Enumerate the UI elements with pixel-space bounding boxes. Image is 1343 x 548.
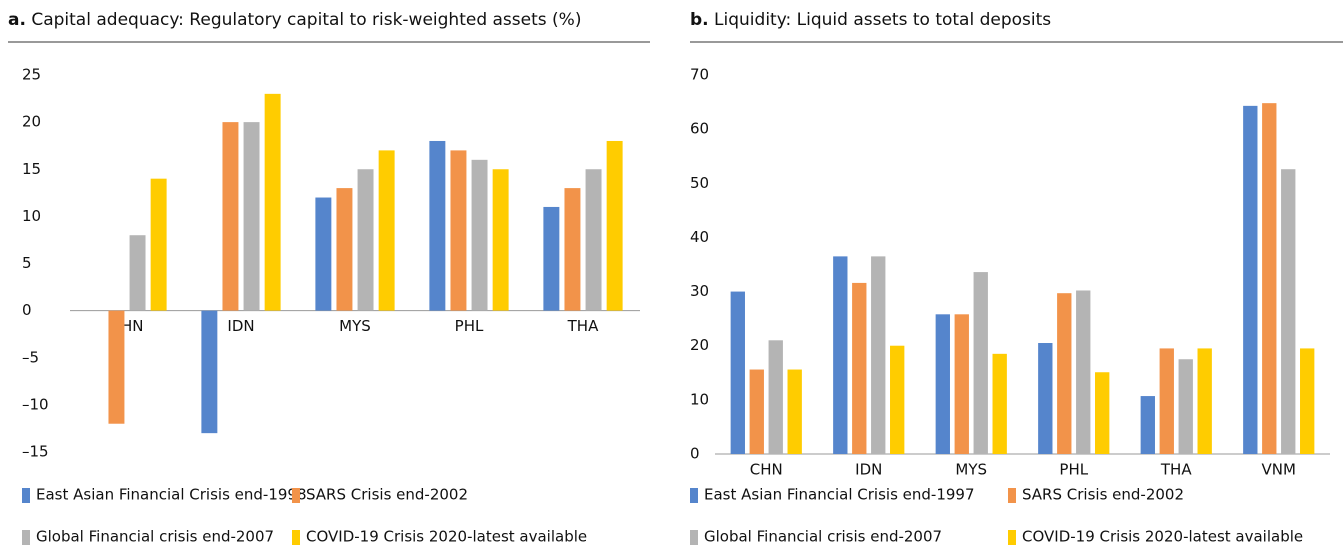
bar xyxy=(1281,169,1296,455)
legend-label: Global Financial crisis end-2007 xyxy=(36,528,274,546)
bar xyxy=(1095,372,1110,454)
bar xyxy=(1262,103,1277,454)
bar xyxy=(973,272,988,454)
bar xyxy=(150,178,167,311)
bar xyxy=(429,140,446,311)
bar xyxy=(935,314,950,454)
bar xyxy=(787,369,802,454)
legend-label: Global Financial crisis end-2007 xyxy=(704,528,942,546)
bar xyxy=(1057,293,1072,454)
x-tick-label: IDN xyxy=(855,461,882,479)
title-text: Capital adequacy: Regulatory capital to … xyxy=(31,10,581,30)
y-tick-label: 25 xyxy=(22,66,41,84)
y-tick-label: 20 xyxy=(22,113,41,131)
legend-swatch xyxy=(292,530,300,545)
bar xyxy=(1243,105,1258,455)
bar xyxy=(108,310,125,424)
y-tick-label: 20 xyxy=(690,336,709,354)
legend-label: COVID-19 Crisis 2020-latest available xyxy=(1022,528,1303,546)
bar xyxy=(450,150,467,311)
bar xyxy=(471,159,488,311)
bar xyxy=(336,188,353,311)
legend-label: SARS Crisis end-2002 xyxy=(306,486,468,504)
y-tick-label: 40 xyxy=(690,228,709,246)
y-tick-label: 50 xyxy=(690,174,709,192)
bar xyxy=(585,169,602,311)
bar xyxy=(543,206,560,311)
y-tick-label: –5 xyxy=(22,348,39,366)
bar xyxy=(954,314,969,454)
bar xyxy=(222,122,239,311)
legend-swatch xyxy=(22,488,30,503)
y-tick-label: 60 xyxy=(690,120,709,138)
legend-swatch xyxy=(690,530,698,545)
bar xyxy=(564,188,581,311)
x-tick-label: IDN xyxy=(227,317,254,335)
bar xyxy=(1076,290,1091,454)
legend-swatch xyxy=(1008,488,1016,503)
y-tick-label: –10 xyxy=(22,395,49,413)
bar xyxy=(1140,396,1155,454)
bar xyxy=(1197,348,1212,454)
bar xyxy=(852,282,867,454)
panel-label: b. xyxy=(690,10,709,30)
y-tick-label: 30 xyxy=(690,282,709,300)
legend-label: East Asian Financial Crisis end-1998 xyxy=(36,486,307,504)
bar xyxy=(992,353,1007,454)
x-tick-label: THA xyxy=(567,317,599,335)
bar xyxy=(357,169,374,311)
bar xyxy=(768,340,783,454)
chart-title: b. Liquidity: Liquid assets to total dep… xyxy=(690,10,1051,30)
title-text: Liquidity: Liquid assets to total deposi… xyxy=(714,10,1051,30)
bar xyxy=(890,345,905,454)
bar xyxy=(749,369,764,454)
x-tick-label: VNM xyxy=(1262,461,1296,479)
y-tick-label: –15 xyxy=(22,443,49,461)
y-tick-label: 10 xyxy=(22,207,41,225)
legend-label: COVID-19 Crisis 2020-latest available xyxy=(306,528,587,546)
bar xyxy=(1038,343,1053,454)
bar xyxy=(201,310,218,434)
y-tick-label: 5 xyxy=(22,254,32,272)
bar xyxy=(730,291,745,454)
y-tick-label: 0 xyxy=(22,301,32,319)
legend-swatch xyxy=(22,530,30,545)
bar xyxy=(1159,348,1174,454)
bar xyxy=(315,197,332,311)
bar xyxy=(871,256,886,454)
legend-label: East Asian Financial Crisis end-1997 xyxy=(704,486,975,504)
y-tick-label: 70 xyxy=(690,66,709,84)
x-tick-label: PHL xyxy=(1059,461,1088,479)
bar xyxy=(606,140,623,311)
bar xyxy=(492,169,509,311)
bar xyxy=(264,93,281,311)
bar xyxy=(833,256,848,454)
bar xyxy=(243,122,260,311)
x-tick-label: PHL xyxy=(455,317,484,335)
x-tick-label: THA xyxy=(1160,461,1192,479)
y-tick-label: 10 xyxy=(690,390,709,408)
bar xyxy=(1178,359,1193,454)
legend-label: SARS Crisis end-2002 xyxy=(1022,486,1184,504)
y-tick-label: 0 xyxy=(690,445,700,463)
chart-title: a. Capital adequacy: Regulatory capital … xyxy=(8,10,581,30)
legend-swatch xyxy=(690,488,698,503)
x-tick-label: MYS xyxy=(955,461,987,479)
bar xyxy=(129,235,146,311)
y-tick-label: 15 xyxy=(22,160,41,178)
legend-swatch xyxy=(292,488,300,503)
x-tick-label: MYS xyxy=(339,317,371,335)
legend-swatch xyxy=(1008,530,1016,545)
bar xyxy=(1300,348,1315,454)
bar xyxy=(378,150,395,311)
panel-label: a. xyxy=(8,10,26,30)
x-tick-label: CHN xyxy=(750,461,783,479)
